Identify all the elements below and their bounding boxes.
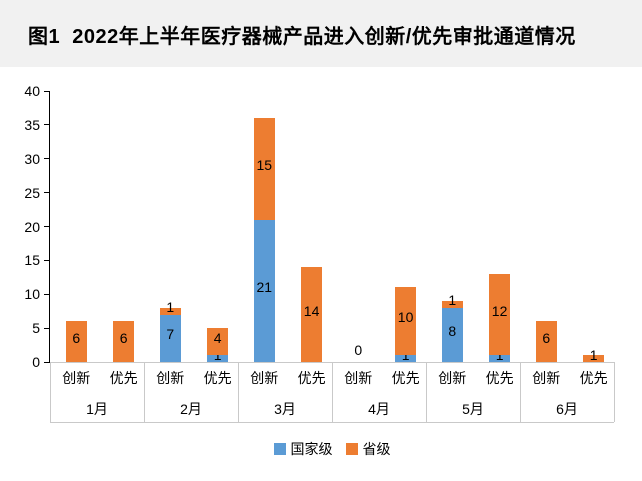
y-axis-tick-label: 35 (24, 116, 40, 133)
legend-label: 省级 (362, 441, 391, 457)
bar-value-label: 6 (542, 329, 551, 346)
bar-value-label: 7 (166, 326, 175, 343)
bar-segment-provincial (113, 321, 135, 362)
bar-segment-provincial (65, 321, 87, 362)
category-band-line (50, 422, 614, 423)
bar-value-label: 14 (303, 302, 320, 319)
y-axis-tick-label: 30 (24, 150, 40, 167)
month-label: 5月 (462, 401, 484, 417)
y-axis-tick (44, 293, 50, 295)
bar-segment-national (159, 314, 181, 362)
bar-segment-national (207, 355, 229, 362)
y-axis-tick (44, 90, 50, 92)
legend-swatch-provincial (345, 443, 358, 455)
y-axis-tick (44, 226, 50, 227)
category-separator (332, 362, 333, 422)
bar-segment-national (489, 355, 511, 362)
category-label: 优先 (297, 370, 326, 386)
bar-value-label: 8 (448, 322, 457, 339)
bar-value-label: 4 (213, 329, 222, 346)
y-axis-tick-label: 0 (32, 354, 40, 370)
category-separator (50, 362, 51, 422)
y-axis-tick (44, 124, 50, 126)
bar-segment-provincial (441, 301, 463, 308)
bar-value-label: 21 (256, 278, 273, 295)
chart-title: 图1 2022年上半年医疗器械产品进入创新/优先审批通道情况 (28, 26, 576, 48)
bar-segment-provincial (395, 287, 417, 356)
bar-segment-provincial (535, 321, 557, 362)
bar-value-label: 1 (589, 346, 598, 363)
category-separator (238, 362, 239, 422)
bar-value-label: 6 (119, 329, 128, 346)
category-label: 优先 (485, 370, 514, 386)
month-label: 2月 (180, 401, 202, 417)
category-label: 创新 (250, 370, 279, 386)
bar-segment-provincial (159, 307, 181, 315)
bar-segment-provincial (207, 328, 229, 356)
bar-segment-national (441, 307, 463, 362)
legend-label: 国家级 (290, 441, 333, 457)
category-separator (614, 362, 615, 422)
bar-value-label: 1 (166, 299, 175, 316)
y-axis-tick-label: 40 (24, 83, 40, 99)
category-label: 创新 (532, 370, 561, 386)
y-axis-tick-label: 5 (32, 320, 40, 337)
month-label: 4月 (368, 401, 390, 417)
month-label: 1月 (86, 401, 108, 417)
y-axis-tick (44, 259, 50, 261)
bar-segment-national (395, 355, 417, 362)
y-axis-tick-label: 15 (24, 252, 40, 269)
bar-segment-provincial (253, 118, 275, 220)
category-label: 创新 (344, 370, 373, 386)
category-label: 创新 (62, 370, 91, 386)
bar-value-label: 1 (448, 292, 457, 309)
bar-value-label: 10 (397, 309, 414, 326)
y-axis-tick-label: 10 (24, 286, 40, 303)
bar-segment-provincial (301, 267, 323, 362)
month-label: 6月 (556, 401, 578, 417)
title-band (0, 0, 642, 67)
bar-value-label: 15 (256, 156, 273, 173)
legend-item-national: 国家级 (273, 441, 333, 457)
bar-segment-national (253, 219, 275, 362)
bar-segment-provincial (489, 273, 511, 356)
category-separator (144, 362, 145, 422)
category-label: 创新 (438, 370, 467, 386)
bar-value-label: 0 (354, 342, 363, 358)
category-label: 优先 (109, 370, 138, 386)
category-separator (520, 362, 521, 422)
y-axis-tick (44, 192, 50, 194)
y-axis-tick (44, 158, 50, 160)
bar-segment-provincial (583, 355, 605, 362)
y-axis-tick (44, 361, 50, 363)
legend-item-provincial: 省级 (345, 441, 391, 457)
bar-value-label: 12 (491, 302, 508, 319)
bar-value-label: 6 (72, 329, 81, 346)
legend-swatch-national (273, 443, 286, 455)
y-axis-tick-label: 25 (24, 184, 40, 201)
category-label: 优先 (391, 370, 420, 386)
y-axis-tick (44, 327, 50, 329)
chart-legend: 国家级 省级 (50, 441, 614, 457)
category-label: 优先 (579, 370, 608, 386)
category-separator (426, 362, 427, 422)
category-label: 优先 (203, 370, 232, 386)
y-axis-tick-label: 20 (24, 218, 40, 235)
category-label: 创新 (156, 370, 185, 386)
month-label: 3月 (274, 401, 296, 417)
